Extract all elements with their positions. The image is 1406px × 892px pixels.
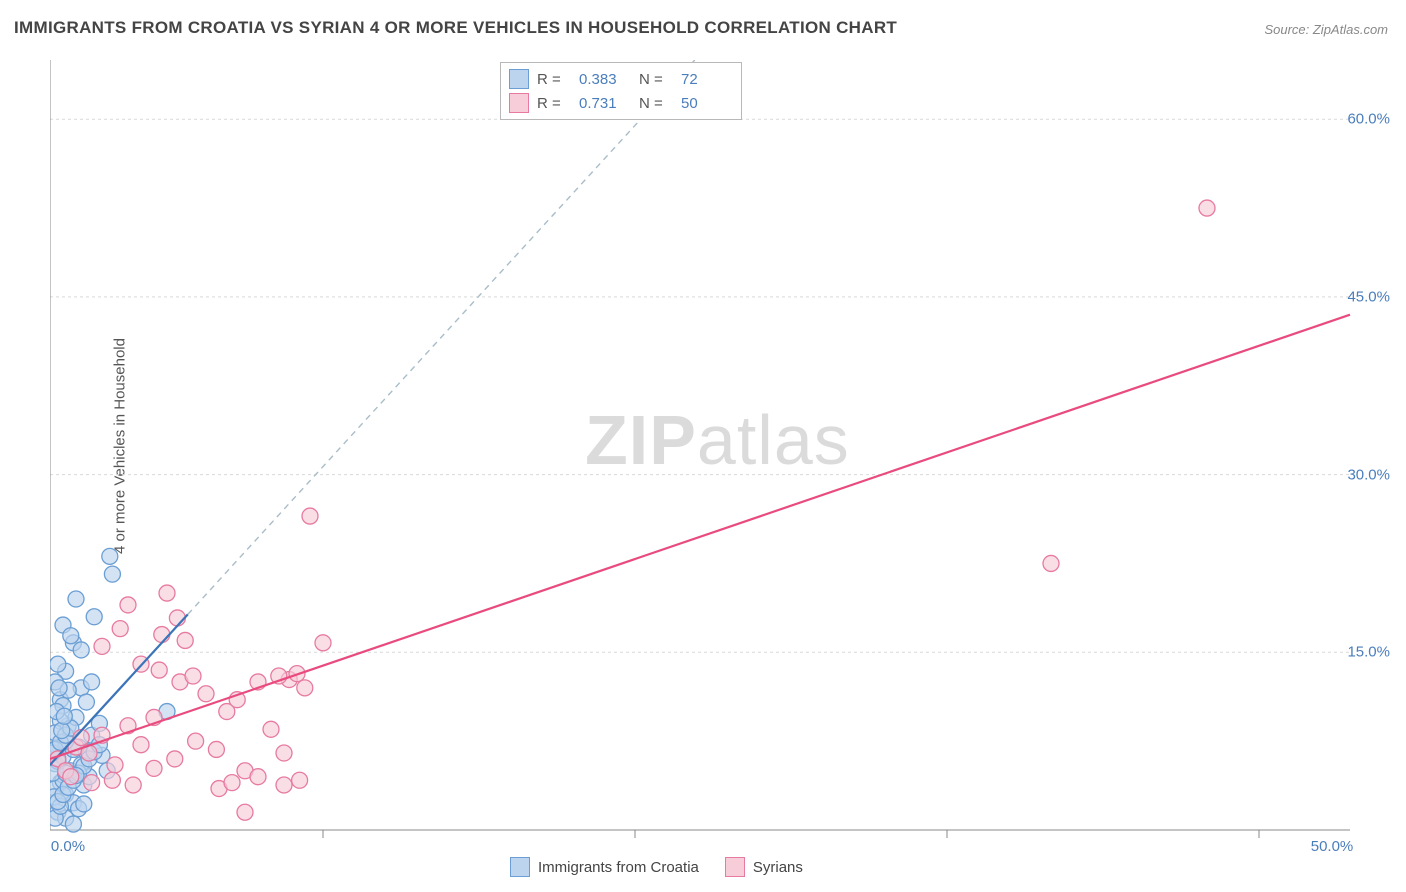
- scatter-plot: [50, 60, 1390, 855]
- chart-title: IMMIGRANTS FROM CROATIA VS SYRIAN 4 OR M…: [14, 18, 897, 38]
- n-value-syrians: 50: [681, 95, 733, 112]
- r-label: R =: [537, 95, 571, 112]
- swatch-croatia: [510, 857, 530, 877]
- series-name-croatia: Immigrants from Croatia: [538, 859, 699, 876]
- n-value-croatia: 72: [681, 71, 733, 88]
- y-tick-label: 45.0%: [1347, 288, 1390, 305]
- r-label: R =: [537, 71, 571, 88]
- x-tick-label: 0.0%: [51, 838, 85, 855]
- n-label: N =: [639, 95, 673, 112]
- legend-row-syrians: R = 0.731 N = 50: [509, 91, 733, 115]
- legend-row-croatia: R = 0.383 N = 72: [509, 67, 733, 91]
- r-value-croatia: 0.383: [579, 71, 631, 88]
- legend-item-syrians: Syrians: [725, 857, 803, 877]
- n-label: N =: [639, 71, 673, 88]
- series-legend: Immigrants from Croatia Syrians: [510, 857, 803, 877]
- swatch-syrians: [509, 93, 529, 113]
- swatch-croatia: [509, 69, 529, 89]
- chart-area: [50, 60, 1390, 855]
- x-tick-label: 50.0%: [1311, 838, 1354, 855]
- swatch-syrians: [725, 857, 745, 877]
- legend-item-croatia: Immigrants from Croatia: [510, 857, 699, 877]
- source-attribution: Source: ZipAtlas.com: [1264, 22, 1388, 37]
- series-name-syrians: Syrians: [753, 859, 803, 876]
- y-tick-label: 15.0%: [1347, 644, 1390, 661]
- y-tick-label: 30.0%: [1347, 466, 1390, 483]
- r-value-syrians: 0.731: [579, 95, 631, 112]
- correlation-legend: R = 0.383 N = 72 R = 0.731 N = 50: [500, 62, 742, 120]
- y-tick-label: 60.0%: [1347, 111, 1390, 128]
